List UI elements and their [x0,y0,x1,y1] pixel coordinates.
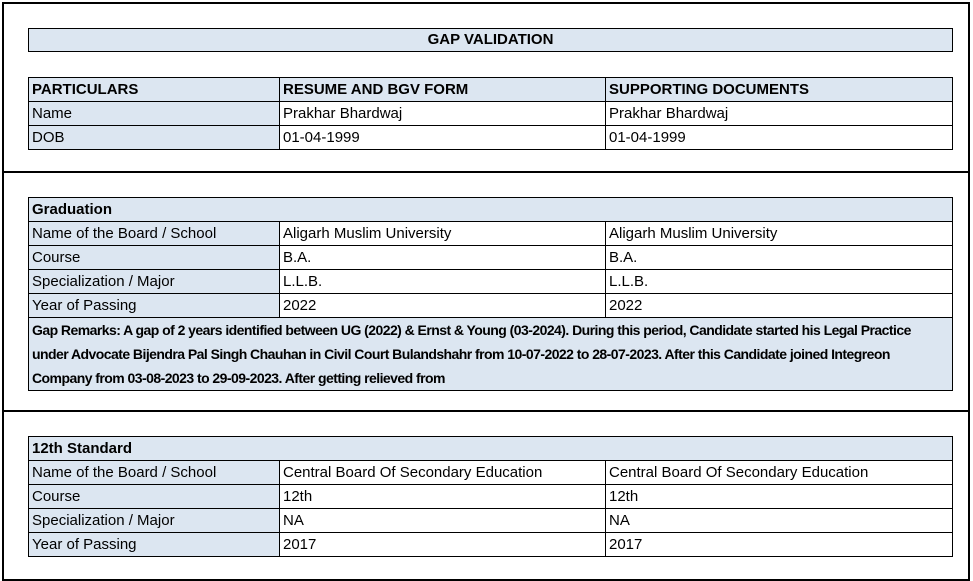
docs-value: Prakhar Bhardwaj [605,101,953,126]
table-row: Name of the Board / School Central Board… [28,460,953,485]
docs-value: Aligarh Muslim University [605,221,953,246]
row-label: Year of Passing [28,293,280,318]
docs-value: B.A. [605,245,953,270]
row-label: DOB [28,125,280,150]
twelfth-heading: 12th Standard [28,436,953,461]
graduation-table: Graduation Name of the Board / School Al… [28,197,953,391]
header-resume: RESUME AND BGV FORM [279,77,606,102]
docs-value: L.L.B. [605,269,953,294]
docs-value: 2017 [605,532,953,557]
resume-value: Central Board Of Secondary Education [279,460,606,485]
personal-table: PARTICULARS RESUME AND BGV FORM SUPPORTI… [28,77,953,150]
resume-value: Aligarh Muslim University [279,221,606,246]
page-title: GAP VALIDATION [28,28,953,52]
row-label: Name [28,101,280,126]
table-row: Course 12th 12th [28,484,953,509]
row-label: Course [28,245,280,270]
row-label: Course [28,484,280,509]
docs-value: NA [605,508,953,533]
docs-value: Central Board Of Secondary Education [605,460,953,485]
resume-value: 2017 [279,532,606,557]
resume-value: L.L.B. [279,269,606,294]
resume-value: 12th [279,484,606,509]
table-row: DOB 01-04-1999 01-04-1999 [28,125,953,150]
row-label: Name of the Board / School [28,221,280,246]
table-row: Specialization / Major L.L.B. L.L.B. [28,269,953,294]
docs-value: 2022 [605,293,953,318]
table-row: Course B.A. B.A. [28,245,953,270]
resume-value: 01-04-1999 [279,125,606,150]
graduation-heading: Graduation [28,197,953,222]
row-label: Year of Passing [28,532,280,557]
table-row: Specialization / Major NA NA [28,508,953,533]
docs-value: 12th [605,484,953,509]
twelfth-table: 12th Standard Name of the Board / School… [28,436,953,557]
table-row: Year of Passing 2022 2022 [28,293,953,318]
header-docs: SUPPORTING DOCUMENTS [605,77,953,102]
table-row: Name Prakhar Bhardwaj Prakhar Bhardwaj [28,101,953,126]
gap-remarks: Gap Remarks: A gap of 2 years identified… [28,317,953,391]
docs-value: 01-04-1999 [605,125,953,150]
table-row: Name of the Board / School Aligarh Musli… [28,221,953,246]
row-label: Specialization / Major [28,269,280,294]
row-label: Name of the Board / School [28,460,280,485]
resume-value: NA [279,508,606,533]
section-twelfth [2,410,970,581]
resume-value: Prakhar Bhardwaj [279,101,606,126]
table-row: Year of Passing 2017 2017 [28,532,953,557]
row-label: Specialization / Major [28,508,280,533]
header-particulars: PARTICULARS [28,77,280,102]
resume-value: 2022 [279,293,606,318]
header-row: PARTICULARS RESUME AND BGV FORM SUPPORTI… [28,77,953,102]
resume-value: B.A. [279,245,606,270]
